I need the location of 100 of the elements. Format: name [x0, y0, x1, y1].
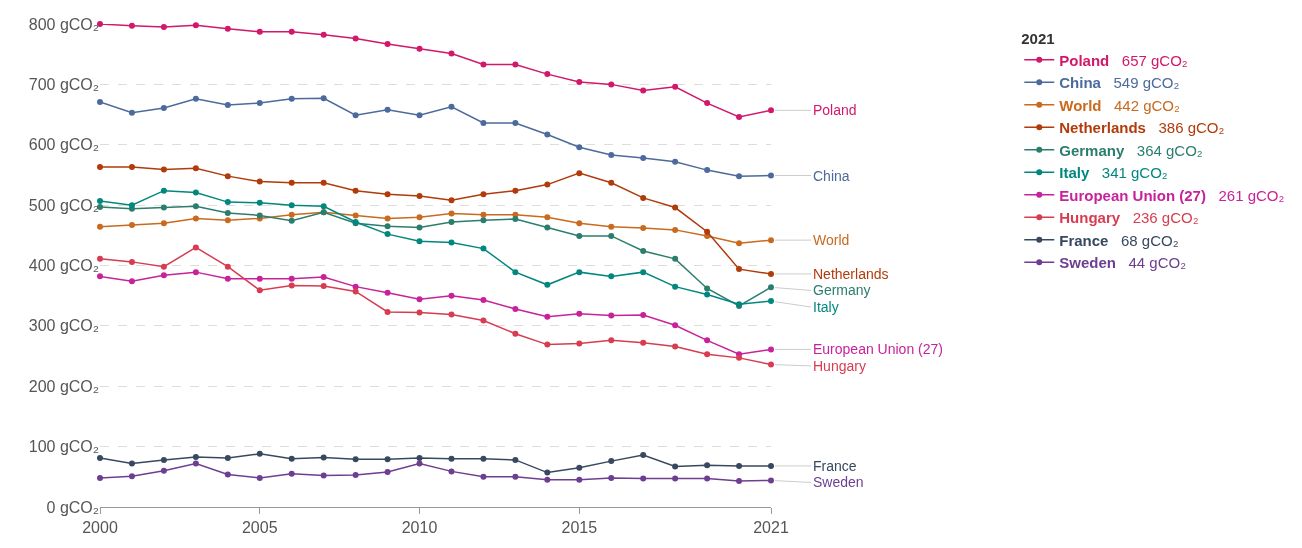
point	[192, 244, 199, 251]
y-tick-label: 600 gCO₂	[28, 136, 99, 154]
point	[448, 468, 455, 475]
point	[192, 189, 199, 196]
point	[544, 71, 551, 78]
point	[768, 477, 774, 484]
point	[384, 40, 391, 47]
text: Hungary	[813, 358, 866, 374]
legend-label: World	[1059, 96, 1102, 114]
point	[416, 193, 423, 200]
point	[608, 152, 615, 159]
point	[416, 460, 423, 467]
point	[448, 103, 455, 110]
point	[320, 179, 327, 186]
point	[416, 214, 423, 221]
point	[736, 240, 743, 247]
point	[512, 269, 519, 276]
point	[448, 311, 455, 318]
point	[320, 472, 327, 479]
point	[704, 228, 711, 235]
point	[608, 475, 615, 482]
point	[704, 475, 711, 482]
point	[128, 473, 135, 480]
point	[448, 292, 455, 299]
point	[128, 460, 135, 467]
x-tick-label: 2000	[82, 519, 118, 537]
point	[320, 95, 327, 102]
point	[736, 266, 743, 273]
point	[640, 248, 647, 255]
point	[160, 456, 167, 463]
point	[97, 255, 103, 262]
point	[224, 263, 231, 270]
y-tick-label: 700 gCO₂	[28, 75, 99, 93]
point	[480, 120, 487, 127]
point	[352, 187, 359, 194]
point	[576, 464, 583, 471]
point	[576, 232, 583, 239]
text: Sweden	[813, 474, 864, 490]
point	[640, 155, 647, 162]
point	[544, 131, 551, 138]
point	[768, 298, 774, 305]
point	[160, 104, 167, 111]
point	[384, 215, 391, 222]
point	[576, 476, 583, 483]
point	[576, 220, 583, 227]
point	[704, 337, 711, 344]
point	[320, 283, 327, 290]
point	[128, 164, 135, 171]
point	[288, 202, 295, 209]
text: 236 gCO₂	[1132, 209, 1199, 227]
point	[608, 337, 615, 344]
point	[192, 95, 199, 102]
point	[384, 456, 391, 463]
point	[288, 275, 295, 282]
point	[480, 245, 487, 252]
point	[448, 210, 455, 217]
point	[672, 463, 679, 470]
point	[288, 211, 295, 218]
point	[704, 167, 711, 174]
point	[224, 471, 231, 478]
x-tick-label: 2005	[241, 519, 278, 537]
point	[384, 231, 391, 238]
point	[320, 31, 327, 38]
text: Netherlands	[813, 266, 889, 282]
point	[640, 339, 647, 346]
point	[640, 452, 647, 459]
point	[256, 287, 263, 294]
point	[512, 305, 519, 312]
point	[192, 269, 199, 276]
point	[640, 225, 647, 232]
legend-label: Poland	[1059, 51, 1110, 69]
point	[608, 312, 615, 319]
point	[736, 478, 743, 485]
text: World	[813, 232, 850, 248]
point	[672, 475, 679, 482]
text: 261 gCO₂	[1218, 186, 1285, 204]
point	[704, 100, 711, 107]
point	[640, 312, 647, 319]
point	[352, 456, 359, 463]
point	[576, 170, 583, 177]
point	[448, 50, 455, 57]
point	[320, 454, 327, 461]
point	[672, 343, 679, 350]
point	[97, 98, 103, 105]
point	[704, 291, 711, 298]
point	[224, 199, 231, 206]
y-tick-label: 0 gCO₂	[46, 498, 99, 516]
point	[288, 470, 295, 477]
point	[576, 269, 583, 276]
point	[608, 273, 615, 280]
text: 68 gCO₂	[1120, 231, 1179, 249]
point	[224, 455, 231, 462]
point	[256, 275, 263, 282]
point	[512, 61, 519, 68]
point	[640, 475, 647, 482]
point	[224, 217, 231, 224]
y-tick-label: 100 gCO₂	[28, 438, 99, 456]
point	[224, 101, 231, 108]
point	[480, 296, 487, 303]
point	[416, 296, 423, 303]
